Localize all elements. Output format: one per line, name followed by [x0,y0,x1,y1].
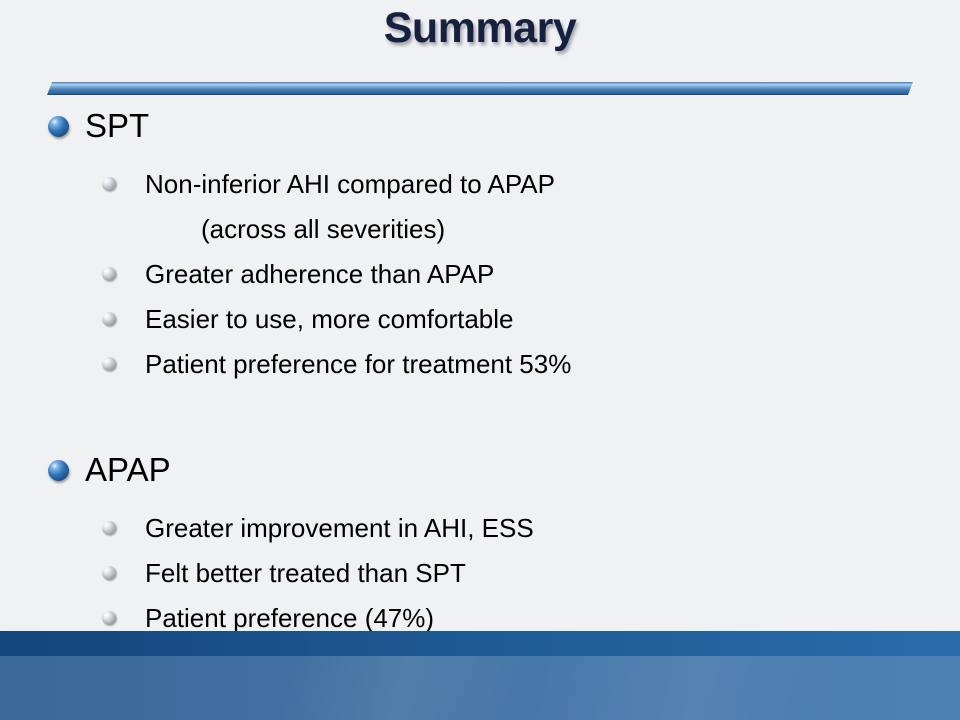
section-apap: APAP Greater improvement in AHI, ESS Fel… [48,448,944,641]
bullet-heading: APAP [48,448,944,492]
footer-dark-strip [0,631,960,656]
list-item-text: Easier to use, more comfortable [145,304,514,334]
bullet-list: Non-inferior AHI compared to APAP (acros… [48,162,944,387]
slide-body: SPT Non-inferior AHI compared to APAP (a… [48,104,944,641]
list-item: Patient preference for treatment 53% [102,342,944,387]
gray-sphere-bullet-icon [102,177,116,191]
list-item: Non-inferior AHI compared to APAP (acros… [102,162,944,252]
blue-sphere-bullet-icon [48,115,69,137]
list-item-text: Greater improvement in AHI, ESS [145,513,534,543]
list-item: Greater improvement in AHI, ESS [102,506,944,551]
gray-sphere-bullet-icon [102,267,116,281]
slide-title: Summary [383,4,577,52]
list-item: Easier to use, more comfortable [102,297,944,342]
footer-light-band [0,656,960,720]
list-item-line: Non-inferior AHI compared to APAP [145,169,555,199]
list-item-text: Patient preference (47%) [145,603,435,633]
gray-sphere-bullet-icon [102,521,116,535]
bullet-list: Greater improvement in AHI, ESS Felt bet… [48,506,944,641]
gray-sphere-bullet-icon [102,611,116,625]
gray-sphere-bullet-icon [102,312,116,326]
gray-sphere-bullet-icon [102,566,116,580]
list-item-text: Patient preference for treatment 53% [145,349,572,379]
bullet-heading: SPT [48,104,944,148]
heading-text: APAP [85,451,171,488]
list-item-continuation: (across all severities) [201,214,446,244]
list-item-text: Greater adherence than APAP [145,259,495,289]
heading-text: SPT [85,107,150,144]
blue-sphere-bullet-icon [48,459,69,481]
gray-sphere-bullet-icon [102,357,116,371]
list-item: Greater adherence than APAP [102,252,944,297]
footer-band [0,631,960,720]
title-divider-bar [47,82,913,95]
list-item: Felt better treated than SPT [102,551,944,596]
list-item-text: Non-inferior AHI compared to APAP (acros… [145,162,555,252]
list-item-text: Felt better treated than SPT [145,558,466,588]
list-item: Patient preference (47%) [102,596,944,641]
section-spt: SPT Non-inferior AHI compared to APAP (a… [48,104,944,387]
